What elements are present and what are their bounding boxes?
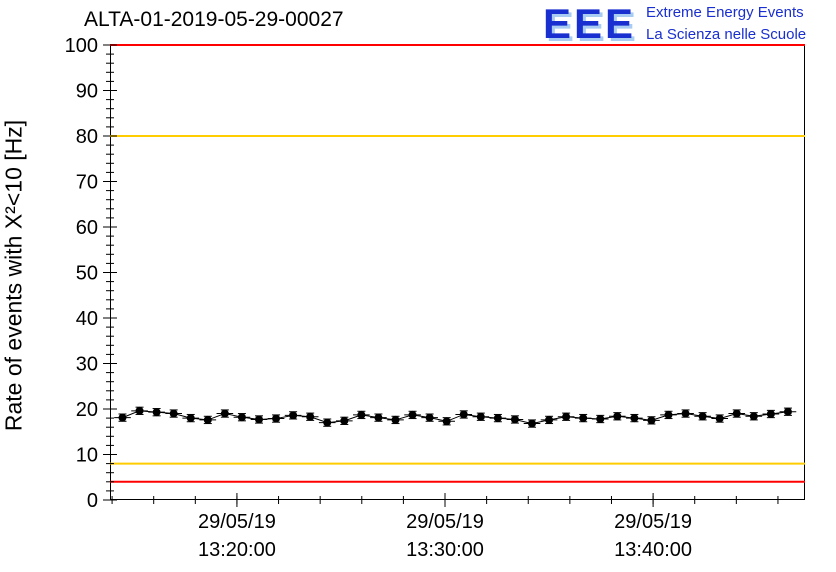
eee-logo: EEE Extreme Energy Events La Scienza nel… xyxy=(543,2,806,46)
eee-logo-text: EEE xyxy=(543,0,637,47)
y-axis-label: Rate of events with X²<10 [Hz] xyxy=(0,119,27,432)
svg-text:30: 30 xyxy=(76,354,98,376)
svg-text:29/05/19: 29/05/19 xyxy=(198,511,276,533)
svg-text:13:20:00: 13:20:00 xyxy=(198,539,276,561)
svg-text:13:40:00: 13:40:00 xyxy=(614,539,692,561)
svg-text:50: 50 xyxy=(76,263,98,285)
svg-text:20: 20 xyxy=(76,399,98,421)
eee-logo-taglines: Extreme Energy Events La Scienza nelle S… xyxy=(646,2,806,46)
svg-text:10: 10 xyxy=(76,445,98,467)
svg-text:100: 100 xyxy=(65,35,98,57)
page-title: ALTA-01-2019-05-29-00027 xyxy=(84,8,344,31)
svg-text:29/05/19: 29/05/19 xyxy=(614,511,692,533)
svg-text:80: 80 xyxy=(76,126,98,148)
svg-text:0: 0 xyxy=(87,490,98,512)
svg-text:29/05/19: 29/05/19 xyxy=(406,511,484,533)
svg-text:40: 40 xyxy=(76,308,98,330)
logo-tagline-1: Extreme Energy Events xyxy=(646,4,804,21)
svg-text:13:30:00: 13:30:00 xyxy=(406,539,484,561)
svg-text:70: 70 xyxy=(76,172,98,194)
svg-text:60: 60 xyxy=(76,217,98,239)
rate-chart: 0 10 20 30 40 50 60 70 80 90 100 29/05/19 13:20:00 29… xyxy=(65,35,805,561)
logo-tagline-2: La Scienza nelle Scuole xyxy=(646,25,807,43)
svg-text:90: 90 xyxy=(76,81,98,103)
